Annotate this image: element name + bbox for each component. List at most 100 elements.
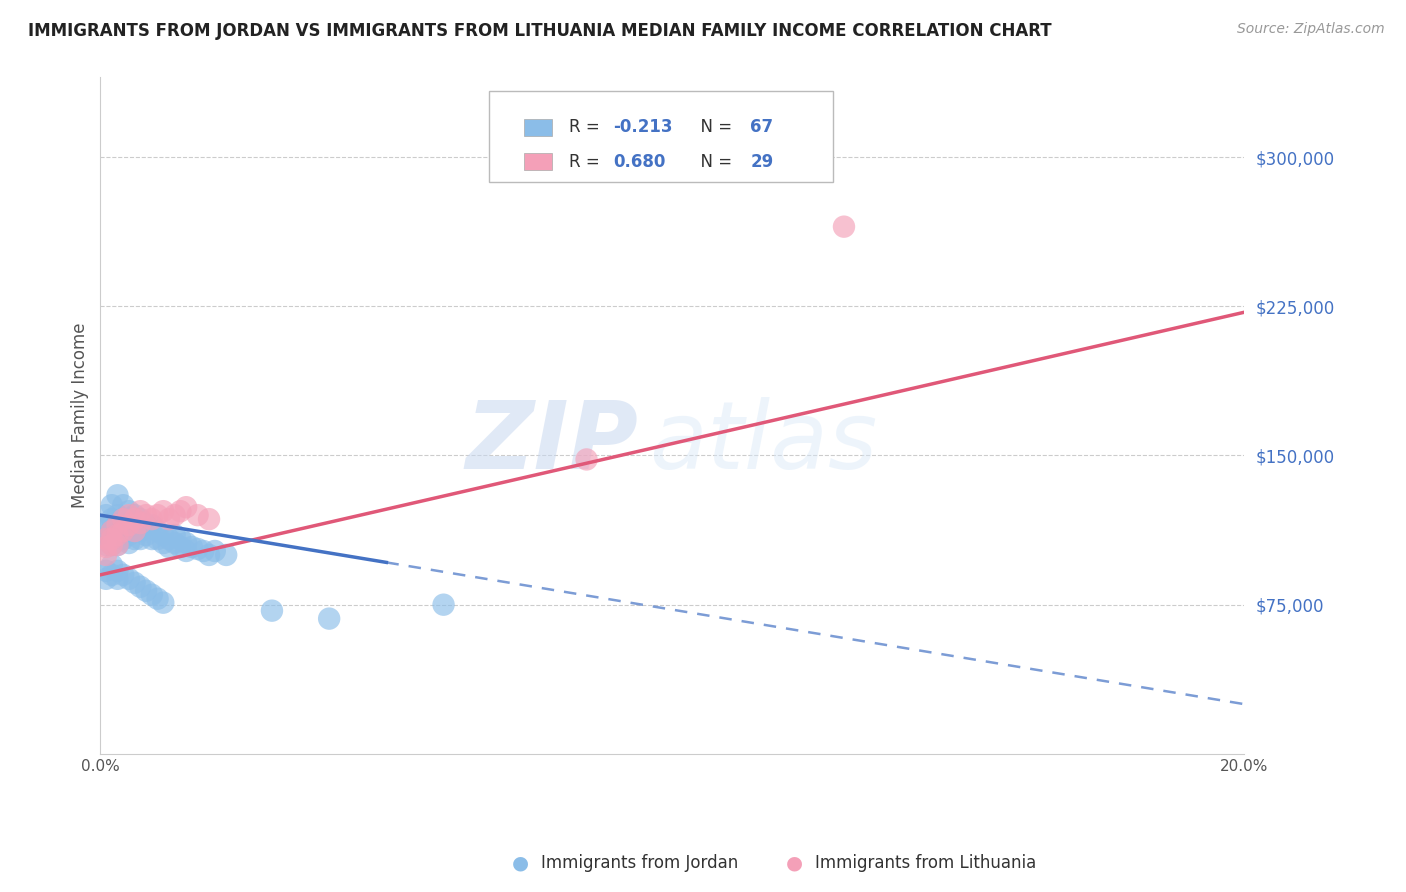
Point — [174, 544, 197, 558]
Point — [118, 508, 141, 523]
Point — [112, 524, 135, 538]
Point — [101, 524, 124, 538]
Point — [157, 512, 180, 526]
Point — [187, 541, 209, 556]
Point — [94, 540, 117, 554]
Point — [124, 508, 146, 523]
Point — [198, 512, 221, 526]
Point — [101, 538, 124, 552]
Point — [135, 508, 157, 523]
Point — [101, 532, 124, 546]
Point — [112, 512, 135, 526]
Text: N =: N = — [689, 153, 737, 170]
Point — [129, 516, 152, 530]
Point — [152, 596, 174, 610]
Point — [141, 588, 163, 602]
Text: ●: ● — [786, 854, 803, 872]
Point — [152, 504, 174, 518]
Point — [146, 508, 169, 523]
Point — [94, 538, 117, 552]
Point — [163, 528, 186, 542]
Point — [118, 572, 141, 586]
Text: IMMIGRANTS FROM JORDAN VS IMMIGRANTS FROM LITHUANIA MEDIAN FAMILY INCOME CORRELA: IMMIGRANTS FROM JORDAN VS IMMIGRANTS FRO… — [28, 22, 1052, 40]
Point — [94, 528, 117, 542]
Point — [124, 532, 146, 546]
Point — [107, 564, 129, 578]
Text: Source: ZipAtlas.com: Source: ZipAtlas.com — [1237, 22, 1385, 37]
Point — [118, 518, 141, 533]
Point — [174, 536, 197, 550]
Point — [101, 498, 124, 512]
Point — [107, 528, 129, 542]
Point — [124, 575, 146, 590]
Point — [163, 508, 186, 523]
Point — [112, 512, 135, 526]
Point — [198, 548, 221, 562]
Point — [107, 518, 129, 533]
Point — [101, 538, 124, 552]
Point — [146, 591, 169, 606]
Point — [107, 528, 129, 542]
Text: ZIP: ZIP — [465, 397, 638, 489]
Point — [169, 532, 191, 546]
Y-axis label: Median Family Income: Median Family Income — [72, 323, 89, 508]
Point — [135, 583, 157, 598]
FancyBboxPatch shape — [523, 119, 553, 136]
Point — [112, 524, 135, 538]
Text: Immigrants from Jordan: Immigrants from Jordan — [541, 855, 738, 872]
Text: Immigrants from Lithuania: Immigrants from Lithuania — [815, 855, 1036, 872]
Point — [318, 612, 340, 626]
Point — [94, 572, 117, 586]
Text: 67: 67 — [751, 119, 773, 136]
Point — [575, 452, 598, 467]
Point — [204, 544, 226, 558]
Point — [107, 518, 129, 533]
Text: R =: R = — [569, 119, 606, 136]
Point — [169, 504, 191, 518]
Point — [118, 528, 141, 542]
Point — [124, 518, 146, 533]
Point — [94, 548, 117, 562]
Point — [94, 532, 117, 546]
Point — [163, 536, 186, 550]
Point — [124, 524, 146, 538]
Point — [187, 508, 209, 523]
Point — [107, 572, 129, 586]
Point — [141, 512, 163, 526]
FancyBboxPatch shape — [523, 153, 553, 170]
Point — [832, 219, 855, 234]
Point — [146, 524, 169, 538]
Text: R =: R = — [569, 153, 606, 170]
Point — [112, 498, 135, 512]
Point — [101, 512, 124, 526]
Point — [146, 532, 169, 546]
Point — [135, 518, 157, 533]
Point — [118, 536, 141, 550]
Text: atlas: atlas — [650, 397, 877, 488]
Point — [193, 544, 215, 558]
Point — [112, 567, 135, 582]
Point — [94, 518, 117, 533]
Point — [157, 532, 180, 546]
Point — [180, 540, 202, 554]
Point — [94, 564, 117, 578]
Point — [174, 500, 197, 515]
Point — [129, 580, 152, 594]
Point — [101, 558, 124, 572]
Text: N =: N = — [689, 119, 737, 136]
Point — [215, 548, 238, 562]
Point — [260, 604, 283, 618]
Point — [141, 532, 163, 546]
Point — [118, 516, 141, 530]
Point — [157, 540, 180, 554]
Text: 0.680: 0.680 — [613, 153, 665, 170]
Text: 29: 29 — [751, 153, 773, 170]
Point — [112, 532, 135, 546]
Point — [107, 538, 129, 552]
Point — [101, 567, 124, 582]
Point — [107, 508, 129, 523]
Point — [107, 538, 129, 552]
Point — [135, 528, 157, 542]
Point — [94, 508, 117, 523]
Point — [124, 512, 146, 526]
